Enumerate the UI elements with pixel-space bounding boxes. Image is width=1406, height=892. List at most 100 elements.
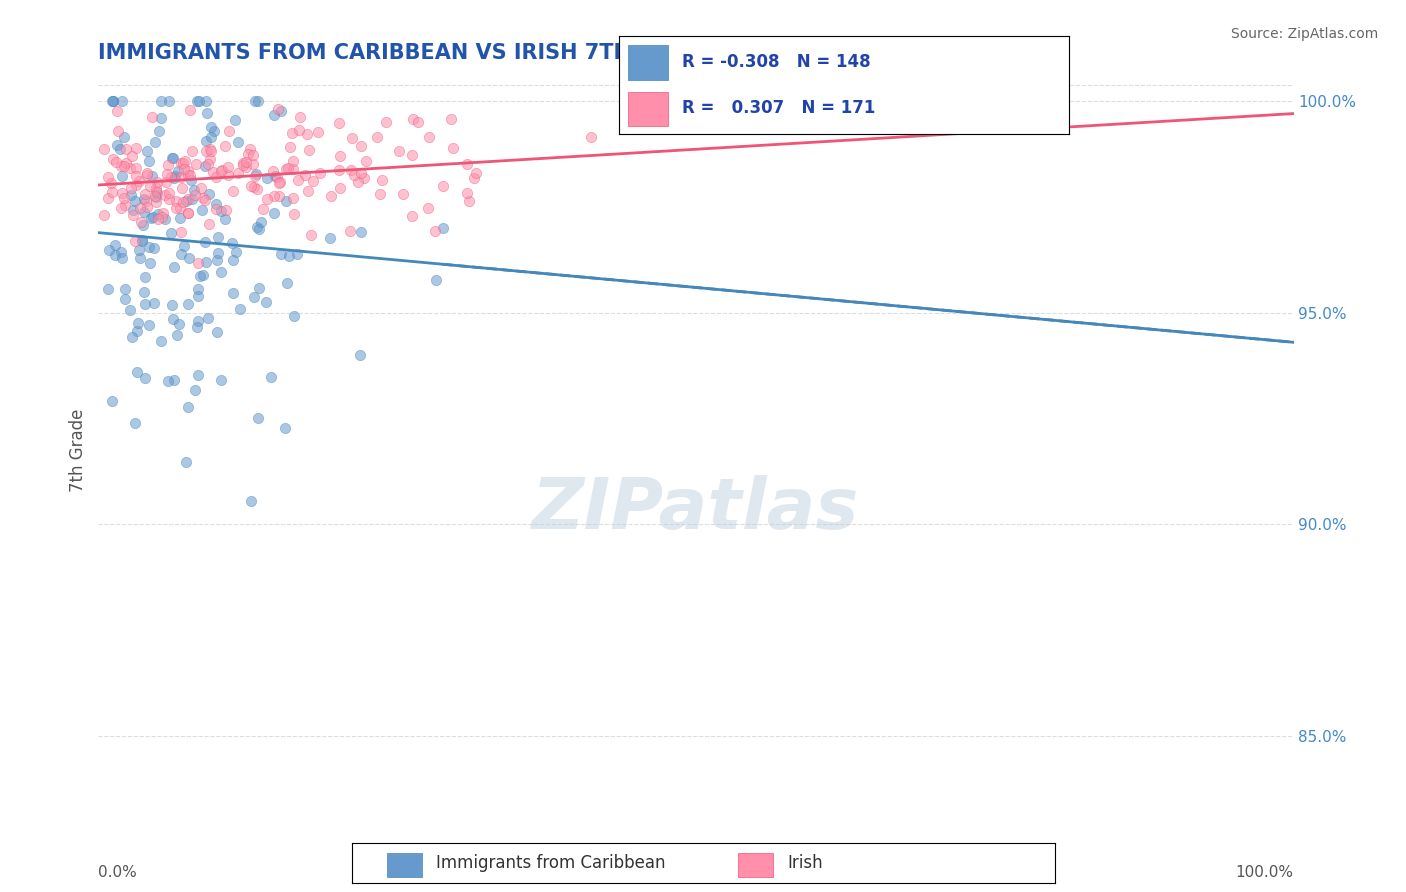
Irish	[232, 155, 254, 169]
Irish	[107, 124, 129, 138]
Immigrants from Caribbean	[124, 194, 146, 208]
Irish	[114, 197, 136, 211]
Irish	[340, 131, 363, 145]
Immigrants from Caribbean	[240, 494, 263, 508]
Immigrants from Caribbean	[209, 265, 232, 279]
Irish	[186, 156, 208, 170]
Immigrants from Caribbean	[184, 383, 207, 397]
Immigrants from Caribbean	[112, 130, 135, 145]
Immigrants from Caribbean	[197, 310, 219, 325]
FancyBboxPatch shape	[627, 92, 668, 126]
Irish	[190, 181, 212, 195]
Irish	[350, 139, 373, 153]
Immigrants from Caribbean	[256, 295, 278, 310]
Immigrants from Caribbean	[131, 234, 153, 248]
Immigrants from Caribbean	[246, 410, 269, 425]
Immigrants from Caribbean	[173, 239, 195, 253]
Irish	[328, 162, 350, 177]
Immigrants from Caribbean	[177, 252, 200, 266]
Immigrants from Caribbean	[222, 285, 245, 300]
Immigrants from Caribbean	[243, 95, 266, 109]
Irish	[135, 200, 157, 214]
Immigrants from Caribbean	[124, 417, 146, 431]
Irish	[115, 155, 138, 169]
Irish	[215, 202, 238, 217]
Irish	[222, 185, 245, 199]
Immigrants from Caribbean	[114, 282, 136, 296]
Irish	[267, 102, 290, 116]
Irish	[143, 189, 166, 203]
Irish	[129, 201, 152, 215]
Immigrants from Caribbean	[149, 112, 172, 126]
Irish	[302, 173, 325, 187]
Irish	[200, 145, 222, 159]
Irish	[252, 202, 274, 217]
Irish	[93, 142, 115, 156]
Irish	[217, 168, 239, 182]
Irish	[269, 189, 291, 203]
Irish	[423, 224, 446, 238]
Irish	[366, 129, 388, 144]
Irish	[93, 208, 115, 222]
FancyBboxPatch shape	[387, 853, 422, 877]
Irish	[172, 194, 194, 209]
Immigrants from Caribbean	[263, 108, 285, 122]
Irish	[432, 179, 454, 194]
Immigrants from Caribbean	[111, 169, 134, 183]
Irish	[267, 177, 290, 191]
Irish	[278, 139, 301, 153]
Immigrants from Caribbean	[349, 348, 371, 362]
Immigrants from Caribbean	[270, 247, 292, 261]
Irish	[134, 187, 156, 202]
Irish	[281, 191, 304, 205]
Irish	[173, 162, 195, 177]
Immigrants from Caribbean	[155, 212, 177, 227]
Irish	[308, 166, 330, 180]
Immigrants from Caribbean	[274, 421, 297, 435]
Irish	[155, 175, 177, 189]
Irish	[329, 181, 352, 195]
Immigrants from Caribbean	[226, 135, 249, 149]
Immigrants from Caribbean	[148, 124, 170, 138]
Irish	[283, 207, 305, 221]
Irish	[440, 112, 463, 126]
Irish	[136, 166, 159, 180]
Irish	[232, 158, 254, 172]
Irish	[136, 168, 159, 182]
Irish	[180, 144, 202, 158]
Immigrants from Caribbean	[200, 130, 222, 145]
Immigrants from Caribbean	[202, 124, 225, 138]
Immigrants from Caribbean	[163, 171, 186, 186]
Immigrants from Caribbean	[285, 247, 308, 261]
Immigrants from Caribbean	[224, 112, 246, 127]
Immigrants from Caribbean	[247, 221, 270, 235]
Irish	[141, 111, 163, 125]
Immigrants from Caribbean	[97, 282, 120, 296]
Immigrants from Caribbean	[121, 330, 143, 344]
Irish	[129, 215, 152, 229]
Immigrants from Caribbean	[103, 95, 125, 109]
Irish	[235, 155, 257, 169]
Immigrants from Caribbean	[125, 324, 148, 338]
Immigrants from Caribbean	[263, 169, 285, 184]
Irish	[263, 189, 285, 203]
Irish	[194, 194, 217, 208]
Text: Immigrants from Caribbean: Immigrants from Caribbean	[436, 854, 665, 872]
Irish	[97, 191, 120, 205]
Irish	[110, 201, 132, 215]
Irish	[368, 187, 391, 202]
Irish	[169, 201, 191, 215]
Immigrants from Caribbean	[205, 325, 228, 339]
Immigrants from Caribbean	[166, 327, 188, 342]
Text: 0.0%: 0.0%	[98, 865, 138, 880]
Irish	[340, 162, 363, 177]
Immigrants from Caribbean	[141, 169, 163, 183]
Irish	[243, 180, 266, 194]
Irish	[406, 115, 429, 129]
Immigrants from Caribbean	[187, 314, 209, 328]
Irish	[135, 194, 157, 208]
Irish	[169, 156, 191, 170]
Irish	[209, 163, 232, 178]
Irish	[205, 169, 228, 184]
Immigrants from Caribbean	[170, 246, 193, 260]
